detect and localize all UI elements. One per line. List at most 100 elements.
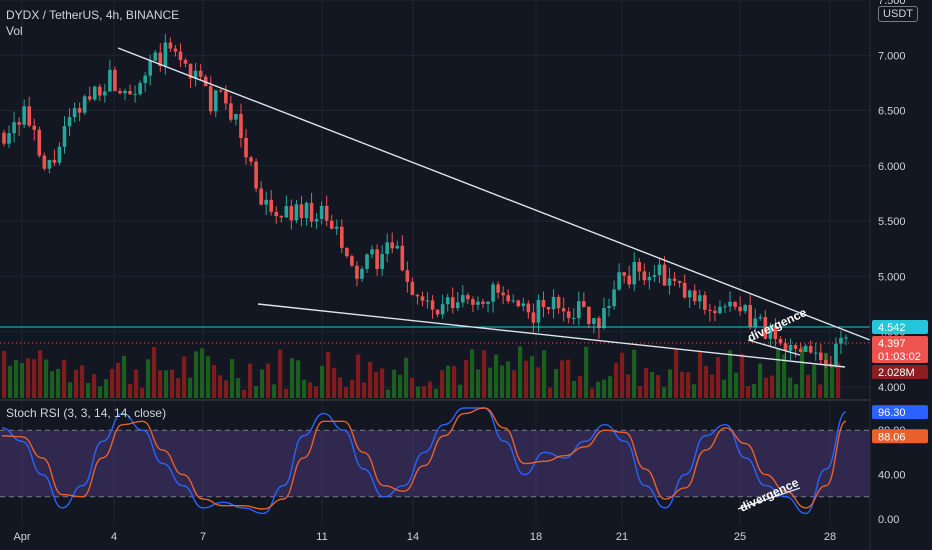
candle-body <box>284 205 289 218</box>
candle-body <box>682 282 687 298</box>
volume-bar <box>548 387 553 398</box>
candle-body <box>224 91 228 104</box>
symbol-title[interactable]: DYDX / TetherUS, 4h, BINANCE <box>6 8 180 22</box>
stoch-k-badge-text: 96.30 <box>878 407 906 419</box>
volume-bar <box>392 369 397 398</box>
candle-body <box>213 90 218 112</box>
volume-bar <box>530 356 535 398</box>
candle-body <box>239 113 243 138</box>
volume-bar <box>740 353 745 398</box>
volume-bar <box>464 360 469 398</box>
candle-body <box>516 300 521 307</box>
candle-body <box>340 226 344 248</box>
volume-bar <box>638 386 643 398</box>
volume-bar <box>356 354 361 398</box>
volume-bar <box>674 349 679 398</box>
candle-body <box>793 345 798 349</box>
candle-body <box>269 199 274 212</box>
volume-bar <box>314 386 319 398</box>
candle-body <box>87 96 92 100</box>
volume-bar <box>368 361 373 398</box>
candle-body <box>208 86 213 112</box>
candle-body <box>697 295 702 302</box>
candle-body <box>692 290 697 302</box>
candle-body <box>27 106 32 126</box>
price-axis-label: 6.000 <box>878 161 906 173</box>
volume-bar <box>668 369 673 398</box>
upper-trendline <box>117 47 871 341</box>
volume-bar <box>662 387 667 398</box>
candle-body <box>7 133 11 144</box>
volume-bar <box>440 370 445 398</box>
volume-bar <box>362 382 367 398</box>
volume-bar <box>776 348 781 398</box>
candle-body <box>360 268 364 279</box>
candle-body <box>158 52 163 67</box>
volume-bar <box>734 372 739 398</box>
candle-body <box>148 60 153 76</box>
candle-body <box>400 245 405 271</box>
volume-bar <box>608 376 613 398</box>
stoch-rsi-title[interactable]: Stoch RSI (3, 3, 14, 14, close) <box>6 406 167 420</box>
volume-bar <box>470 349 475 398</box>
price-axis-label: 5.500 <box>878 216 906 228</box>
stoch-k-badge <box>872 405 928 420</box>
candle-body <box>582 301 586 307</box>
candle-body <box>541 299 546 307</box>
volume-bar <box>26 358 31 398</box>
price-axis-label: 6.500 <box>878 106 906 118</box>
time-axis-label: 18 <box>530 531 542 543</box>
last-price-badge-text: 4.397 <box>878 338 906 350</box>
candle-body <box>829 363 833 366</box>
candle-body <box>536 299 541 323</box>
volume-bar <box>644 368 649 398</box>
volume-bar <box>170 369 175 398</box>
volume-badge-text: 2.028M <box>878 367 915 379</box>
volume-bar <box>56 368 61 398</box>
candle-body <box>294 204 299 221</box>
candle-body <box>178 51 183 61</box>
volume-bar <box>2 351 7 398</box>
candle-body <box>92 86 97 100</box>
candle-body <box>461 295 465 303</box>
candle-body <box>440 304 445 315</box>
volume-bar <box>32 359 37 398</box>
candle-body <box>12 122 16 134</box>
candle-body <box>521 303 526 307</box>
volume-bar <box>404 357 409 398</box>
volume-bar <box>332 367 337 398</box>
candle-body <box>627 275 631 285</box>
candle-body <box>47 159 52 169</box>
volume-bar <box>782 354 787 398</box>
candle-body <box>647 277 652 281</box>
candle-body <box>592 318 596 324</box>
volume-bar <box>290 358 295 398</box>
volume-bar <box>494 354 499 398</box>
candle-body <box>667 278 672 286</box>
candle-body <box>748 305 753 328</box>
time-axis-label: 25 <box>734 531 746 543</box>
candle-body <box>506 295 510 302</box>
volume-bar <box>716 357 721 398</box>
candle-body <box>546 306 551 310</box>
volume-bar <box>632 349 637 398</box>
candle-body <box>380 253 384 269</box>
candle-body <box>32 125 37 130</box>
currency-badge[interactable]: USDT <box>878 6 918 22</box>
volume-bar <box>620 352 625 398</box>
candle-body <box>304 202 309 219</box>
volume-bar <box>770 375 775 398</box>
volume-bar <box>596 381 601 398</box>
time-axis-label: 21 <box>616 531 628 543</box>
candle-body <box>808 345 813 353</box>
volume-bar <box>710 374 715 398</box>
candle-body <box>637 261 642 272</box>
volume-bar <box>296 360 301 398</box>
volume-bar <box>830 366 835 398</box>
volume-bar <box>578 375 583 398</box>
candle-body <box>390 242 395 249</box>
volume-bar <box>278 349 283 398</box>
stoch-k-line <box>1 407 847 515</box>
candle-body <box>254 161 258 189</box>
